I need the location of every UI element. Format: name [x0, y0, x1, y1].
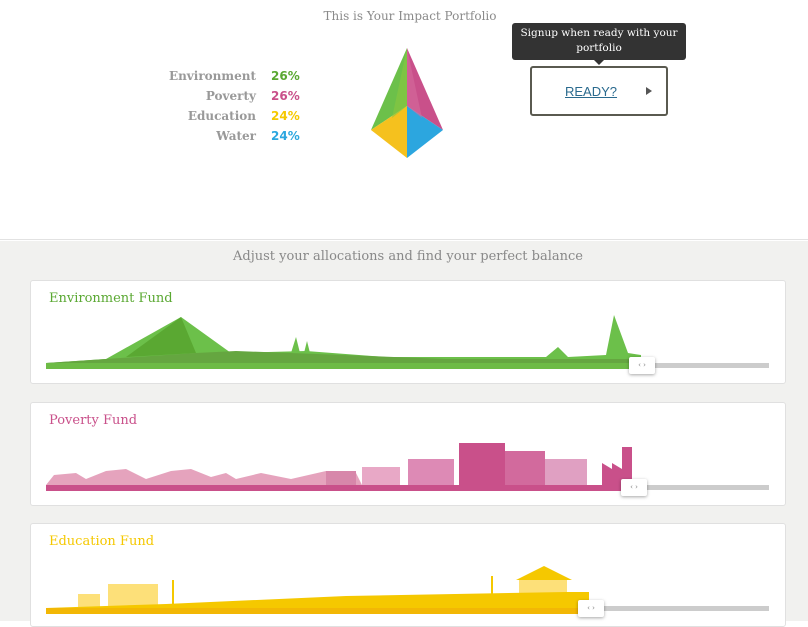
allocations-section: Adjust your allocations and find your pe…	[0, 241, 808, 627]
legend-label: Education	[187, 109, 256, 123]
legend-label: Water	[216, 129, 256, 143]
legend-value: 26%	[271, 69, 300, 83]
portfolio-summary: This is Your Impact Portfolio Environmen…	[0, 0, 808, 240]
fund-title: Environment Fund	[49, 291, 173, 306]
poverty-landscape-graphic	[46, 443, 632, 491]
legend-value: 26%	[271, 89, 300, 103]
section-subtitle: Adjust your allocations and find your pe…	[232, 249, 583, 264]
portfolio-legend: Environment 26% Poverty 26% Education 24% W…	[150, 66, 300, 146]
legend-value: 24%	[271, 109, 300, 123]
ready-button[interactable]: READY?	[530, 66, 668, 116]
legend-row-environment: Environment 26%	[150, 66, 300, 86]
fund-card-education: Education Fund ‹ ›	[30, 523, 786, 627]
education-slider-handle[interactable]: ‹ ›	[578, 600, 604, 617]
legend-row-water: Water 24%	[150, 126, 300, 146]
fund-card-environment: Environment Fund ‹ ›	[30, 280, 786, 384]
signup-tooltip: Signup when ready with your portfolio	[512, 23, 686, 65]
fund-card-poverty: Poverty Fund ‹ ›	[30, 402, 786, 506]
poverty-slider-track[interactable]	[641, 485, 769, 490]
legend-label: Environment	[168, 69, 256, 83]
legend-label: Poverty	[205, 89, 256, 103]
legend-row-poverty: Poverty 26%	[150, 86, 300, 106]
education-landscape-graphic	[46, 566, 589, 614]
legend-row-education: Education 24%	[150, 106, 300, 126]
ready-label: READY?	[565, 84, 618, 99]
legend-value: 24%	[271, 129, 300, 143]
fund-title: Education Fund	[49, 534, 155, 549]
fund-title: Poverty Fund	[49, 413, 138, 428]
portfolio-pyramid-graphic	[371, 48, 443, 158]
poverty-slider-handle[interactable]: ‹ ›	[621, 479, 647, 496]
page-title: This is Your Impact Portfolio	[323, 9, 497, 23]
arrow-right-icon	[646, 87, 652, 95]
environment-slider-track[interactable]	[641, 363, 769, 368]
environment-landscape-graphic	[46, 315, 641, 369]
education-slider-track[interactable]	[591, 606, 769, 611]
environment-slider-handle[interactable]: ‹ ›	[629, 357, 655, 374]
